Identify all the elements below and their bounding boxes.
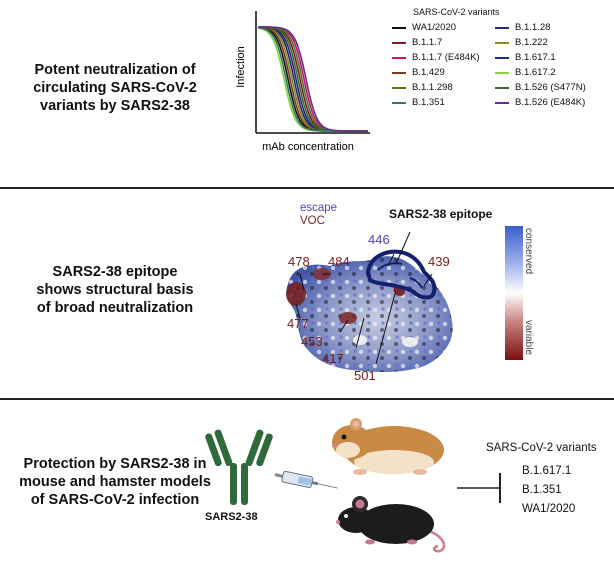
legend-label: WA1/2020: [412, 22, 457, 33]
conservation-colorbar: [505, 226, 523, 360]
key-voc: VOC: [300, 215, 325, 227]
legend-label: B.1.617.2: [515, 67, 556, 78]
legend-item: B.1.526 (E484K): [495, 97, 585, 108]
protection-variant-item: B.1.617.1: [522, 465, 572, 477]
legend-swatch: [392, 101, 406, 104]
legend-label: B.1.1.7: [412, 37, 443, 48]
protection-variant-item: B.1.351: [522, 484, 562, 496]
colorbar-top-label: conserved: [523, 228, 534, 275]
legend-item: B.1.222: [495, 37, 548, 48]
x-axis-label: mAb concentration: [262, 141, 354, 153]
legend-swatch: [392, 26, 406, 29]
legend-label: B.1.1.7 (E484K): [412, 52, 480, 63]
legend-swatch: [495, 101, 509, 104]
epitope-label: SARS2-38 epitope: [389, 207, 493, 221]
panel2-title-line: SARS2-38 epitope: [52, 264, 178, 280]
residue-439: 439: [428, 254, 450, 269]
syringe-icon: [274, 470, 338, 489]
legend-item: B.1.1.28: [495, 22, 550, 33]
panel1-title-line: variants by SARS2-38: [40, 98, 190, 114]
legend-label: B.1.1.298: [412, 82, 453, 93]
legend-swatch: [495, 71, 509, 74]
epitope-outline: [366, 249, 437, 300]
hamster-icon: [332, 418, 444, 475]
antibody-icon: [205, 429, 273, 505]
panel2-title-line: of broad neutralization: [36, 300, 194, 316]
panel3-title-line: mouse and hamster models: [19, 474, 211, 490]
key-escape: escape: [300, 202, 338, 214]
legend-item: B.1.1.7 (E484K): [392, 52, 480, 63]
legend-item: B.1.351: [392, 97, 445, 108]
curve-group: [257, 26, 368, 132]
legend-swatch: [495, 26, 509, 29]
divider-bottom: [0, 398, 614, 400]
protection-variants-title: SARS-CoV-2 variants: [486, 442, 597, 454]
legend-title: SARS-CoV-2 variants: [413, 7, 500, 17]
legend-label: B.1.617.1: [515, 52, 556, 63]
legend-swatch: [392, 71, 406, 74]
legend-swatch: [392, 86, 406, 89]
neutralization-curve: [258, 26, 368, 132]
legend-label: B.1.429: [412, 67, 445, 78]
variable-patch: [286, 282, 306, 306]
inhibition-arrow-icon: [457, 473, 501, 503]
panel1-title-line: circulating SARS-CoV-2: [33, 80, 197, 96]
legend-item: B.1.617.1: [495, 52, 556, 63]
residue-501: 501: [354, 368, 376, 383]
protection-variant-item: WA1/2020: [522, 503, 576, 515]
legend-item: B.1.1.298: [392, 82, 453, 93]
mouse-icon: [336, 496, 446, 553]
antibody-label: SARS2-38: [205, 511, 258, 523]
panel1-title-line: Potent neutralization of: [34, 62, 196, 78]
y-axis-label: Infection: [235, 46, 247, 88]
residue-446: 446: [368, 232, 390, 247]
legend-swatch: [392, 41, 406, 44]
variable-patch: [339, 312, 357, 324]
legend-swatch: [495, 86, 509, 89]
panel3-title-line: of SARS-CoV-2 infection: [30, 492, 200, 508]
legend-label: B.1.222: [515, 37, 548, 48]
residue-453: 453: [301, 334, 323, 349]
rbd-surface-structure: [286, 231, 453, 372]
panel1-title: Potent neutralization of circulating SAR…: [10, 61, 220, 115]
legend-label: B.1.526 (E484K): [515, 97, 586, 108]
legend-swatch: [495, 41, 509, 44]
legend-item: B.1.617.2: [495, 67, 556, 78]
residue-484: 484: [328, 254, 350, 269]
legend-item: B.1.526 (S477N): [495, 82, 586, 93]
panel3-title-line: Protection by SARS2-38 in: [23, 456, 207, 472]
residue-417: 417: [322, 351, 344, 366]
legend-swatch: [392, 56, 406, 59]
neutralization-curves-plot: Infection mAb concentration: [235, 11, 370, 153]
colorbar-bottom-label: variable: [523, 320, 534, 356]
legend-item: B.1.429: [392, 67, 445, 78]
residue-478: 478: [288, 254, 310, 269]
legend-label: B.1.351: [412, 97, 445, 108]
legend-label: B.1.526 (S477N): [515, 82, 586, 93]
legend-item: B.1.1.7: [392, 37, 442, 48]
divider-top: [0, 187, 614, 189]
legend-swatch: [495, 56, 509, 59]
legend-label: B.1.1.28: [515, 22, 551, 33]
panel2-title-line: shows structural basis: [36, 282, 194, 298]
residue-477: 477: [287, 316, 309, 331]
panel3-title: Protection by SARS2-38 in mouse and hams…: [10, 455, 220, 509]
panel2-title: SARS2-38 epitope shows structural basis …: [10, 263, 220, 317]
legend-item: WA1/2020: [392, 22, 456, 33]
